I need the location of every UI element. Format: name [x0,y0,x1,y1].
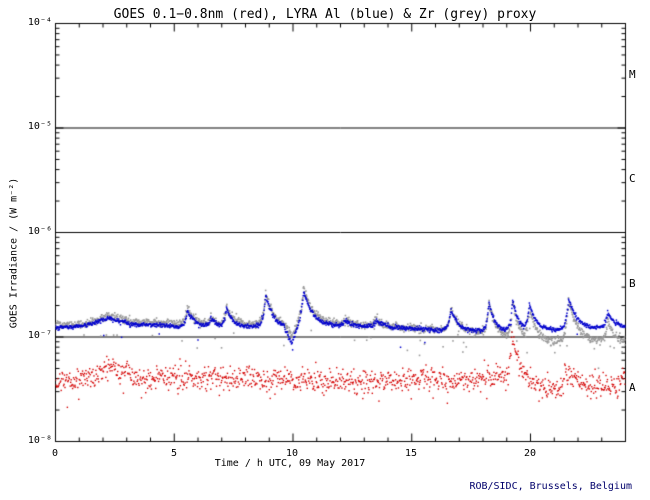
chart-title: GOES 0.1−0.8nm (red), LYRA Al (blue) & Z… [113,7,537,22]
y-tick-label-1e-7: 10⁻⁷ [27,330,52,341]
y-tick-label-1e-5: 10⁻⁵ [27,121,52,132]
flare-class-label-B: B [629,277,636,290]
x-axis-label: Time / h UTC, 09 May 2017 [214,458,366,469]
y-tick-label-1e-6: 10⁻⁶ [27,226,52,237]
flare-class-label-M: M [629,68,636,81]
credit-text: ROB/SIDC, Brussels, Belgium [469,481,632,492]
x-tick-label-15: 15 [404,448,418,459]
x-tick-label-20: 20 [523,448,537,459]
flare-class-label-A: A [629,381,636,394]
y-axis-label: GOES Irradiance / (W m⁻²) [8,177,20,329]
x-tick-label-10: 10 [285,448,299,459]
y-tick-label-1e-4: 10⁻⁴ [27,17,52,28]
flare-class-label-C: C [629,172,636,185]
x-tick-label-0: 0 [51,448,59,459]
y-tick-label-1e-8: 10⁻⁸ [27,435,52,446]
x-tick-label-5: 5 [170,448,178,459]
